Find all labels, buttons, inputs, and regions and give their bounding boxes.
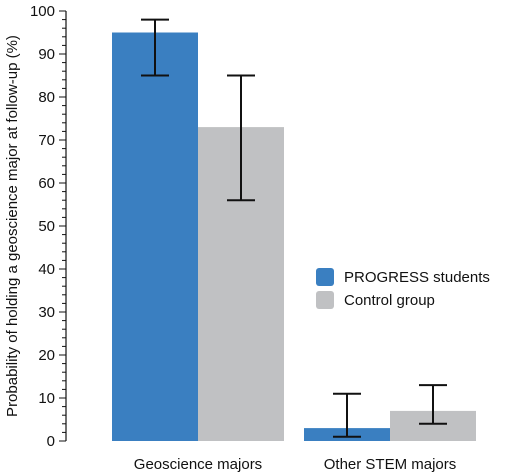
y-tick-label: 30 [38,304,55,321]
y-tick-label: 70 [38,132,55,149]
y-tick-label: 100 [30,3,55,20]
legend-swatch [316,291,334,309]
category-labels: Geoscience majors Other STEM majors [134,456,456,473]
y-tick-label: 90 [38,46,55,63]
y-tick-label: 0 [47,433,55,450]
legend-label: PROGRESS students [344,269,490,286]
axes: 0 10 20 30 40 50 60 70 80 90 100 [30,3,67,450]
y-axis-label: Probability of holding a geoscience majo… [4,35,21,417]
y-tick-label: 40 [38,261,55,278]
bar-progress-0 [112,32,198,441]
y-tick-label: 80 [38,89,55,106]
bars [112,32,476,441]
y-tick-label: 10 [38,390,55,407]
legend-swatch [316,268,334,286]
error-bars [141,18,447,438]
y-tick-label: 50 [38,218,55,235]
y-tick-label: 60 [38,175,55,192]
category-label: Geoscience majors [134,456,262,473]
category-label: Other STEM majors [324,456,457,473]
legend: PROGRESS students Control group [316,268,490,309]
legend-label: Control group [344,292,435,309]
y-tick-label: 20 [38,347,55,364]
